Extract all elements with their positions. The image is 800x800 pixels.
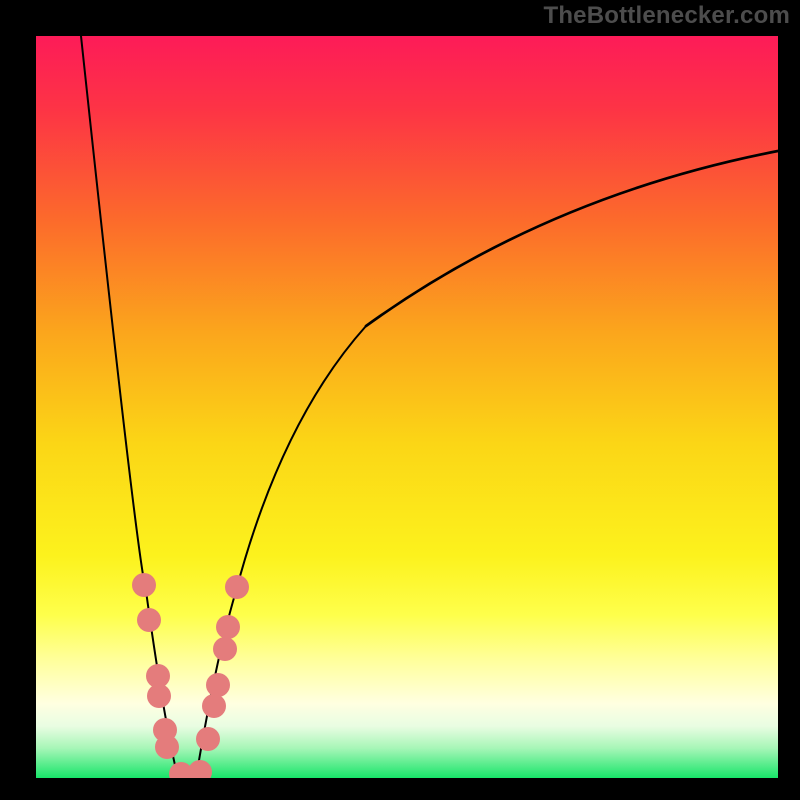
data-marker — [137, 608, 161, 632]
data-marker — [147, 684, 171, 708]
data-marker — [202, 694, 226, 718]
bottleneck-curve-chart — [36, 36, 778, 778]
data-marker — [216, 615, 240, 639]
data-marker — [213, 637, 237, 661]
data-marker — [206, 673, 230, 697]
plot-area — [36, 36, 778, 778]
figure-frame: TheBottlenecker.com — [0, 0, 800, 800]
gradient-background — [36, 36, 778, 778]
watermark-label: TheBottlenecker.com — [543, 2, 790, 30]
data-marker — [155, 735, 179, 759]
data-marker — [132, 573, 156, 597]
data-marker — [196, 727, 220, 751]
data-marker — [225, 575, 249, 599]
